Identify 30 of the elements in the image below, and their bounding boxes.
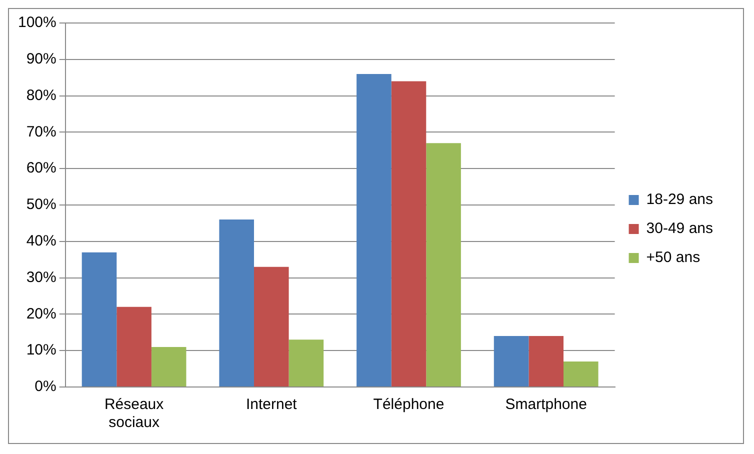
bar	[254, 266, 289, 386]
bar	[219, 220, 254, 386]
y-tick-label: 0%	[34, 378, 56, 396]
y-tick-label: 70%	[26, 123, 56, 140]
bar	[494, 336, 529, 386]
bar	[82, 252, 117, 386]
bar	[564, 362, 598, 386]
bar	[116, 306, 152, 386]
bar	[356, 74, 392, 386]
y-tick-label: 10%	[26, 342, 56, 359]
bar	[528, 336, 564, 386]
y-tick-label: 80%	[26, 86, 56, 104]
y-tick-label: 90%	[26, 50, 56, 68]
bar	[426, 143, 461, 386]
legend-label: 18-29 ans	[646, 191, 713, 208]
legend-label: 30-49 ans	[646, 220, 713, 238]
x-tick-label: Internet	[246, 396, 298, 414]
bar	[288, 340, 324, 386]
y-tick-label: 100%	[18, 14, 56, 32]
y-tick-label: 60%	[26, 160, 56, 177]
y-tick-label: 50%	[26, 196, 56, 214]
legend-label: +50 ans	[646, 249, 700, 266]
y-tick-label: 30%	[26, 268, 56, 286]
bar	[151, 346, 186, 386]
x-tick-label: Smartphone	[505, 396, 587, 414]
x-tick-label: Réseaux sociaux	[104, 396, 164, 432]
bar	[391, 81, 426, 386]
x-tick-label: Téléphone	[373, 396, 444, 414]
y-tick-label: 40%	[26, 232, 56, 250]
y-tick-label: 20%	[26, 305, 56, 322]
